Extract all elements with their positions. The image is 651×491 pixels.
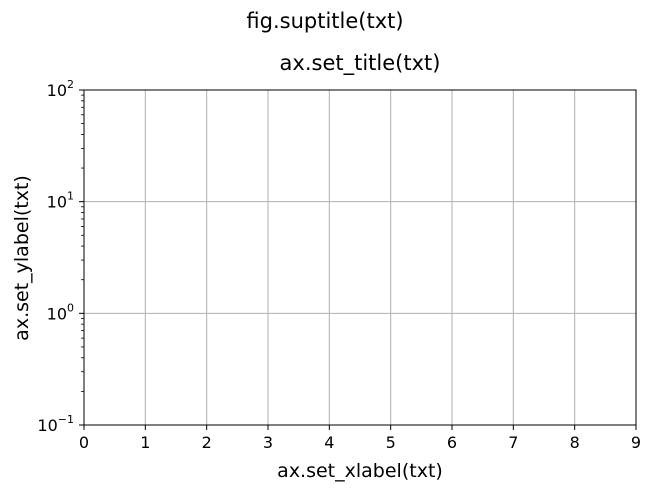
y-axis-label: ax.set_ylabel(txt) (11, 175, 33, 341)
x-tick-label: 3 (263, 433, 273, 452)
figure-suptitle: fig.suptitle(txt) (246, 9, 403, 33)
x-tick-label: 5 (386, 433, 396, 452)
y-tick-label: 102 (47, 78, 74, 100)
x-tick-label: 4 (324, 433, 334, 452)
axes-title: ax.set_title(txt) (280, 51, 441, 76)
grid-lines (83, 89, 637, 426)
y-tick-label: 101 (47, 190, 74, 212)
axes-frame (83, 89, 637, 426)
x-tick-label: 1 (140, 433, 150, 452)
y-axis-ticks: 10−1 100 101 102 (37, 78, 84, 435)
x-tick-label: 6 (447, 433, 457, 452)
x-tick-label: 8 (570, 433, 580, 452)
x-tick-label: 0 (79, 433, 89, 452)
x-axis-label: ax.set_xlabel(txt) (277, 460, 443, 482)
x-tick-label: 9 (631, 433, 641, 452)
y-tick-label: 10−1 (37, 413, 74, 435)
y-tick-label: 100 (47, 301, 74, 323)
x-tick-label: 2 (202, 433, 212, 452)
x-tick-label: 7 (508, 433, 518, 452)
x-axis-ticks: 0 1 2 3 4 5 6 7 8 9 (79, 425, 641, 452)
